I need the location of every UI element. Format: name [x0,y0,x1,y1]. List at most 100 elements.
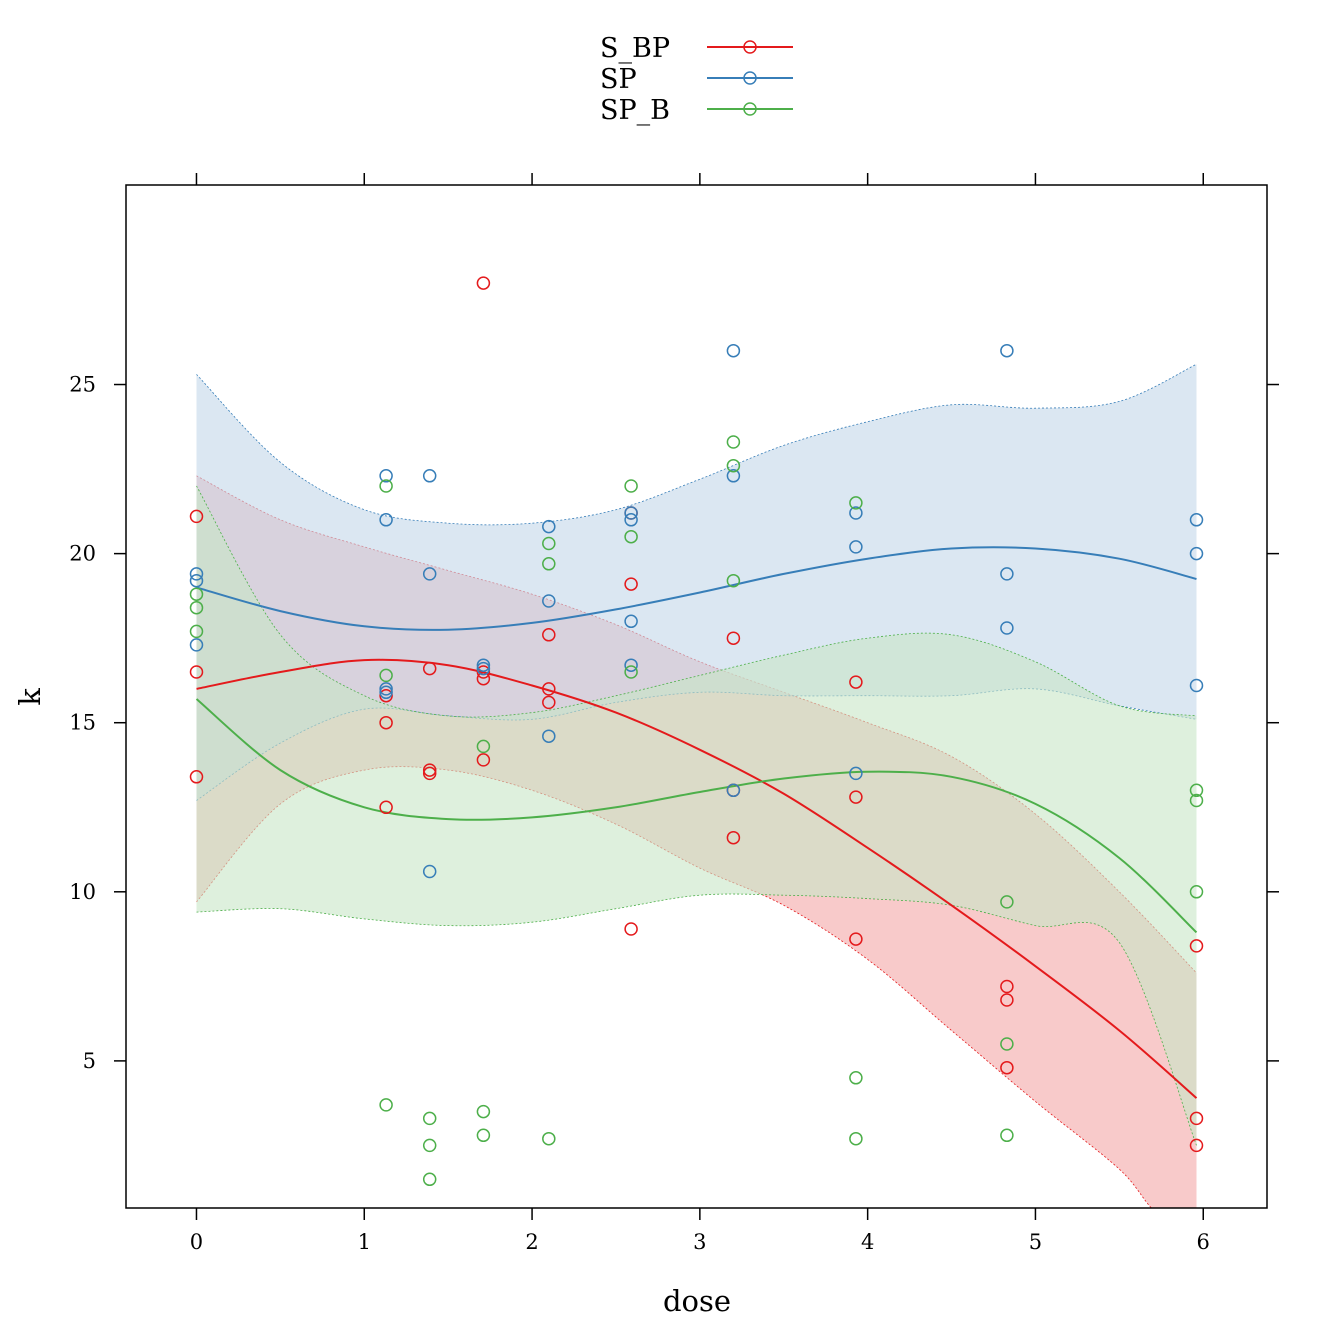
point-sp-b [542,1131,556,1146]
plot-frame [125,184,1268,1209]
y-tick-label: 25 [69,373,96,397]
point-sp [1189,678,1204,693]
point-sp-b [422,1172,437,1187]
legend-label-sp: SP [600,64,637,95]
point-sp-b [726,458,741,473]
x-tick-label: 0 [190,1230,203,1254]
band-lower-edge-sp-b [196,893,1197,1146]
point-s-bp [189,509,204,524]
point-s-bp [849,675,863,689]
point-sp-b [726,573,741,588]
fit-line-sp [196,546,1197,631]
point-s-bp [624,577,638,591]
legend-label-sp-b: SP_B [600,95,670,126]
point-s-bp [1000,1060,1014,1075]
point-sp [422,567,437,581]
fit-line-s-bp [196,658,1198,1099]
point-s-bp [542,682,556,696]
point-sp [726,469,741,483]
point-sp-b [624,479,638,493]
point-s-bp [542,695,556,710]
point-sp-b [189,587,204,601]
point-s-bp [1000,979,1014,994]
band-sp-b [196,486,1197,1146]
point-s-bp [849,932,863,946]
point-sp [1189,546,1204,561]
point-sp-b [189,600,204,615]
point-s-bp [542,628,556,642]
point-sp-b [476,739,491,754]
point-sp [476,661,491,676]
point-sp [1000,621,1014,635]
point-s-bp [624,922,638,936]
point-sp-b [624,529,638,544]
point-sp [542,519,556,534]
x-tick-label: 3 [693,1230,706,1254]
point-sp-b [726,435,741,449]
point-sp-b [189,624,204,639]
point-s-bp [379,688,393,703]
x-tick-label: 6 [1197,1230,1210,1254]
point-sp-b [422,1111,437,1126]
confidence-bands [196,363,1197,1208]
point-sp [379,513,393,527]
point-sp [624,658,638,672]
point-sp [624,506,638,520]
point-sp [624,614,638,629]
point-sp [1000,567,1014,581]
point-s-bp [1189,1111,1204,1126]
legend: S_BP SP SP_B [600,33,793,126]
point-s-bp [476,753,491,767]
point-sp-b [1189,885,1204,899]
point-sp-b [379,479,393,493]
point-sp-b [1000,1037,1014,1051]
band-upper-edge-sp [196,363,1197,526]
point-sp [1000,343,1014,358]
point-sp [542,729,556,743]
point-sp-b [1000,895,1014,909]
point-s-bp [476,671,491,686]
point-s-bp [1189,939,1204,953]
point-s-bp [189,665,204,679]
point-sp-b [1189,793,1204,808]
point-sp-b [476,1104,491,1119]
point-sp [189,567,204,581]
point-sp-b [849,1131,863,1146]
point-sp [849,766,863,781]
x-tick-label: 1 [358,1230,371,1254]
axis-ticks: 0 1 2 3 4 5 6 5 10 15 20 25 [69,173,1279,1254]
y-tick-label: 20 [69,542,96,566]
point-sp [189,573,204,588]
point-sp [379,685,393,700]
point-sp-b [476,1128,491,1143]
point-sp [624,513,638,527]
point-sp [849,506,863,520]
point-sp [379,469,393,483]
point-s-bp [726,830,741,845]
legend-marker-s-bp [743,40,757,54]
y-tick-label: 15 [69,711,96,735]
point-sp [726,783,741,798]
point-s-bp [379,715,393,730]
point-s-bp [1000,993,1014,1007]
point-sp-b [379,668,393,683]
point-sp-b [422,1138,437,1153]
fit-line-sp-b [195,698,1198,934]
point-sp [422,864,437,879]
point-sp-b [1000,1128,1014,1143]
point-s-bp [849,790,863,804]
x-tick-label: 4 [861,1230,874,1254]
x-tick-label: 2 [525,1230,538,1254]
fitted-curves [195,546,1198,1099]
point-sp [726,343,741,358]
point-s-bp [422,763,437,777]
point-sp [1189,513,1204,527]
y-tick-label: 5 [83,1049,96,1073]
point-sp [476,658,491,672]
point-sp-b [849,1071,863,1085]
legend-marker-sp [743,71,757,85]
data-points [189,276,1204,1187]
y-axis-title: k [13,688,47,706]
point-s-bp [1189,1138,1204,1153]
